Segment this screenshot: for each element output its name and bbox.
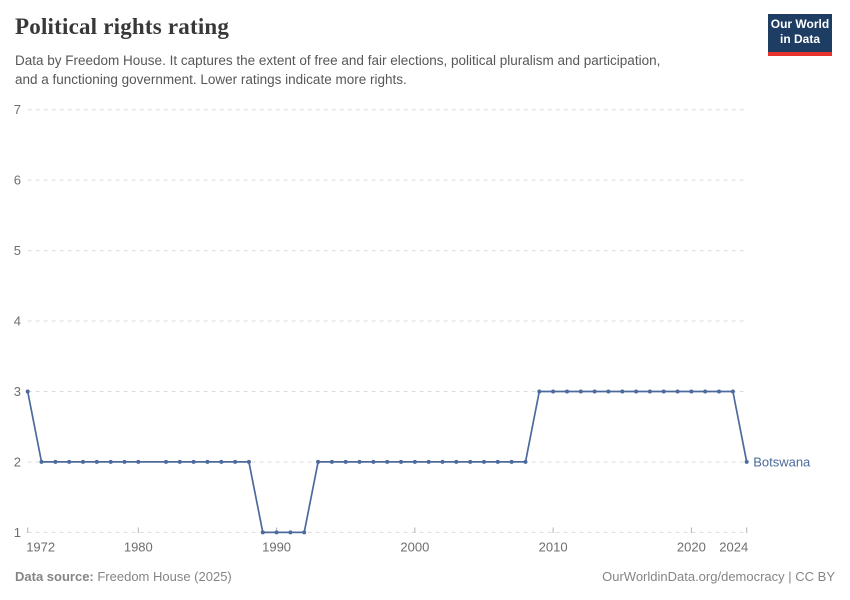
x-axis-tick-label: 2010 [539,540,568,555]
data-point[interactable] [578,389,583,394]
x-axis-tick-label: 2000 [400,540,429,555]
data-point[interactable] [454,459,459,464]
data-point[interactable] [523,459,528,464]
x-axis-tick-label: 2024 [719,540,748,555]
data-point[interactable] [661,389,666,394]
data-point[interactable] [246,459,251,464]
data-point[interactable] [288,530,293,535]
data-point[interactable] [689,389,694,394]
data-point[interactable] [53,459,58,464]
owid-url-license[interactable]: OurWorldinData.org/democracy | CC BY [602,569,835,584]
data-source-label: Data source: [15,569,94,584]
y-axis-tick-label: 1 [14,525,21,540]
data-point[interactable] [399,459,403,464]
data-point[interactable] [565,389,569,394]
data-point[interactable] [495,459,500,464]
data-point[interactable] [316,459,321,464]
data-point[interactable] [730,389,735,394]
chart-subtitle-line2: and a functioning government. Lower rati… [15,72,407,87]
data-point[interactable] [620,389,625,394]
x-axis-tick-label: 2020 [677,540,706,555]
page-title: Political rights rating [15,14,230,39]
data-point[interactable] [205,459,210,464]
chart-subtitle: Data by Freedom House. It captures the e… [15,51,660,89]
data-point[interactable] [592,389,597,394]
data-point[interactable] [136,459,141,464]
data-point[interactable] [81,459,85,464]
data-point[interactable] [108,459,113,464]
owid-logo-line1: Our World [770,17,830,31]
owid-logo: Our World in Data [768,14,832,56]
x-axis-tick-label: 1972 [26,540,55,555]
chart-footer: Data source: Freedom House (2025) OurWor… [15,569,835,584]
data-point[interactable] [39,459,44,464]
data-point[interactable] [357,459,362,464]
data-point[interactable] [385,459,390,464]
y-axis-tick-label: 7 [14,102,21,117]
data-point[interactable] [426,459,431,464]
data-point[interactable] [482,459,486,464]
owid-logo-line2: in Data [779,32,820,46]
data-point[interactable] [177,459,182,464]
data-point[interactable] [606,389,611,394]
data-point[interactable] [675,389,680,394]
chart-subtitle-line1: Data by Freedom House. It captures the e… [15,53,661,68]
series-line[interactable] [26,390,748,534]
entity-label[interactable]: Botswana [753,454,811,469]
data-point[interactable] [122,459,127,464]
data-point[interactable] [371,459,376,464]
data-source-note: Data source: Freedom House (2025) [15,569,232,584]
y-axis-tick-label: 2 [14,454,21,469]
data-point[interactable] [329,459,334,464]
data-point[interactable] [634,389,639,394]
data-source-value: Freedom House (2025) [93,569,232,584]
data-point[interactable] [412,459,417,464]
y-axis-tick-label: 3 [14,384,21,399]
data-point[interactable] [219,459,224,464]
x-axis-tick-label: 1980 [124,540,153,555]
data-point[interactable] [537,389,542,394]
data-point[interactable] [260,530,265,535]
data-point[interactable] [703,389,708,394]
data-point[interactable] [302,530,307,535]
data-point[interactable] [67,459,72,464]
data-point[interactable] [343,459,348,464]
data-point[interactable] [94,459,99,464]
data-point[interactable] [551,389,556,394]
data-point[interactable] [647,389,652,394]
x-axis-tick-label: 1990 [262,540,291,555]
data-point[interactable] [717,389,721,394]
data-point[interactable] [468,459,473,464]
data-point[interactable] [744,459,749,464]
data-point[interactable] [25,389,30,394]
y-axis-tick-label: 5 [14,243,21,258]
data-point[interactable] [164,459,168,464]
data-point[interactable] [509,459,514,464]
y-axis-tick-label: 4 [14,314,21,329]
y-axis-tick-label: 6 [14,173,21,188]
data-point[interactable] [440,459,445,464]
data-point[interactable] [233,459,238,464]
data-point[interactable] [191,459,196,464]
data-point[interactable] [274,530,279,535]
